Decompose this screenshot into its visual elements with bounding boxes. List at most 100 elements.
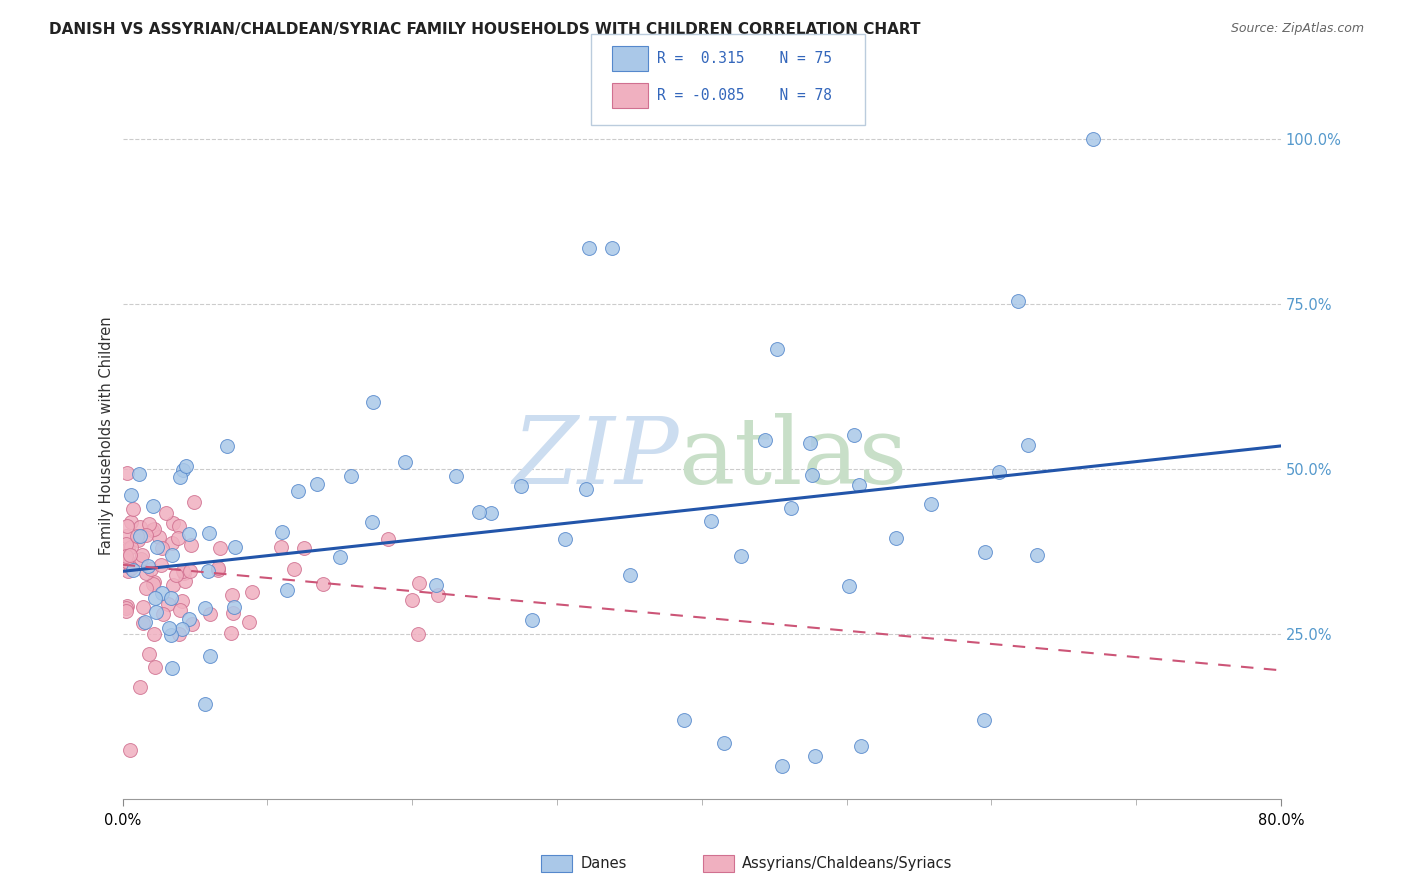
Point	[160, 591, 183, 606]
Point	[143, 660, 166, 674]
Point	[114, 554, 136, 568]
Point	[118, 549, 141, 563]
Point	[129, 529, 152, 543]
Point	[242, 585, 264, 599]
Point	[142, 575, 165, 590]
Point	[920, 497, 942, 511]
Point	[145, 541, 167, 555]
Point	[425, 577, 447, 591]
Point	[160, 661, 183, 675]
Point	[114, 601, 136, 615]
Point	[884, 531, 907, 545]
Point	[114, 604, 136, 618]
Point	[329, 549, 352, 564]
Text: Assyrians/Chaldeans/Syriacs: Assyrians/Chaldeans/Syriacs	[742, 856, 953, 871]
Point	[270, 540, 292, 554]
Point	[125, 529, 148, 543]
Point	[127, 533, 149, 547]
Point	[134, 615, 156, 629]
Point	[838, 579, 860, 593]
Point	[155, 506, 177, 520]
Point	[121, 501, 143, 516]
Point	[408, 575, 430, 590]
Y-axis label: Family Households with Children: Family Households with Children	[100, 317, 114, 556]
Point	[848, 477, 870, 491]
Text: R =  0.315    N = 75: R = 0.315 N = 75	[657, 52, 831, 66]
Point	[619, 568, 641, 582]
Point	[713, 736, 735, 750]
Point	[131, 548, 153, 562]
Point	[117, 541, 139, 556]
Point	[120, 515, 142, 529]
Point	[221, 588, 243, 602]
Point	[394, 455, 416, 469]
Point	[238, 615, 260, 629]
Point	[142, 499, 165, 513]
Point	[167, 627, 190, 641]
Point	[117, 519, 139, 533]
Point	[509, 478, 531, 492]
Point	[152, 607, 174, 621]
Point	[169, 470, 191, 484]
Point	[172, 564, 194, 578]
Point	[131, 616, 153, 631]
Point	[468, 505, 491, 519]
Point	[157, 597, 180, 611]
Point	[129, 552, 152, 566]
Point	[849, 739, 872, 754]
Point	[143, 591, 166, 606]
Point	[600, 241, 623, 255]
Point	[219, 625, 242, 640]
Point	[176, 458, 198, 473]
Point	[145, 605, 167, 619]
Point	[117, 599, 139, 614]
Point	[170, 622, 193, 636]
Point	[479, 506, 502, 520]
Point	[215, 439, 238, 453]
Point	[444, 468, 467, 483]
Point	[150, 541, 173, 555]
Point	[292, 541, 315, 556]
Point	[150, 558, 173, 572]
Text: ZIP: ZIP	[512, 413, 679, 503]
Point	[770, 759, 793, 773]
Point	[988, 466, 1011, 480]
Point	[307, 477, 329, 491]
Point	[120, 561, 142, 575]
Point	[198, 607, 221, 621]
Point	[520, 613, 543, 627]
Point	[148, 530, 170, 544]
Point	[339, 469, 361, 483]
Point	[174, 574, 197, 589]
Point	[207, 563, 229, 577]
Text: DANISH VS ASSYRIAN/CHALDEAN/SYRIAC FAMILY HOUSEHOLDS WITH CHILDREN CORRELATION C: DANISH VS ASSYRIAN/CHALDEAN/SYRIAC FAMIL…	[49, 22, 921, 37]
Point	[1017, 438, 1039, 452]
Point	[312, 577, 335, 591]
Point	[172, 463, 194, 477]
Point	[198, 526, 221, 541]
Point	[276, 583, 298, 598]
Point	[427, 588, 450, 602]
Point	[173, 566, 195, 581]
Point	[197, 564, 219, 578]
Point	[799, 435, 821, 450]
Point	[283, 562, 305, 576]
Point	[160, 548, 183, 562]
Point	[575, 482, 598, 496]
Point	[141, 523, 163, 537]
Point	[180, 538, 202, 552]
Point	[118, 742, 141, 756]
Point	[135, 581, 157, 595]
Point	[765, 342, 787, 356]
Point	[361, 515, 384, 529]
Point	[167, 519, 190, 533]
Point	[183, 495, 205, 509]
Point	[1007, 293, 1029, 308]
Point	[129, 519, 152, 533]
Point	[194, 697, 217, 711]
Point	[169, 603, 191, 617]
Point	[136, 558, 159, 573]
Point	[120, 488, 142, 502]
Point	[224, 541, 246, 555]
Point	[181, 616, 204, 631]
